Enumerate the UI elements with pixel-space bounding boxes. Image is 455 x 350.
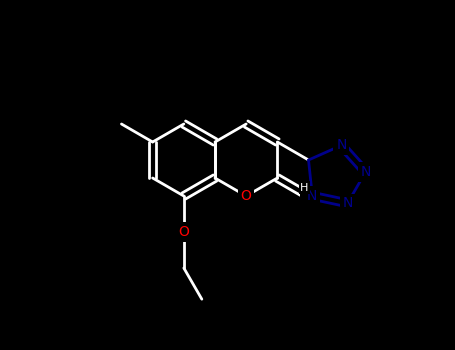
Text: N: N [342,196,353,210]
Text: N: N [336,138,347,152]
Text: O: O [303,189,314,203]
Text: N: N [307,189,318,203]
Text: H: H [300,183,308,193]
Text: N: N [360,165,371,179]
Text: O: O [241,189,252,203]
Text: O: O [178,225,189,239]
